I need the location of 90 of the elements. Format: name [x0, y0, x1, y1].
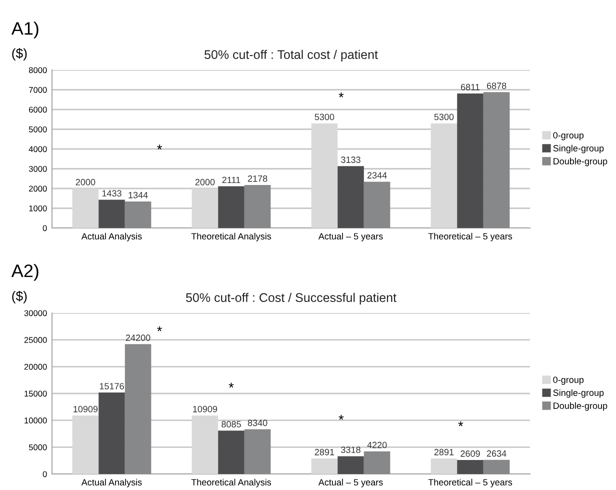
data-label: 6878 [486, 82, 506, 89]
y-tick-label: 7000 [29, 86, 47, 93]
y-tick-label: 30000 [24, 310, 47, 316]
bar [457, 93, 484, 228]
x-tick-label: Actual Analysis [81, 478, 142, 488]
bar [98, 200, 125, 228]
y-tick-label: 2000 [29, 186, 47, 192]
bar [430, 123, 458, 228]
bar [338, 166, 364, 228]
legend-label: Double-group [554, 402, 608, 411]
y-tick-label: 4000 [28, 146, 47, 152]
bar [430, 458, 458, 474]
x-tick-label: Actual Analysis [81, 232, 142, 242]
data-label: 2344 [367, 172, 387, 179]
annotation: * [157, 144, 162, 150]
data-label: 15176 [100, 382, 124, 390]
data-label: 2000 [76, 178, 96, 186]
y-tick-label: 5000 [28, 126, 47, 132]
x-tick-label: Theoretical Analysis [191, 478, 272, 488]
y-tick-label: 0 [42, 471, 47, 478]
bar [483, 460, 510, 474]
y-tick-label: 10000 [24, 418, 47, 424]
data-label: 2000 [195, 178, 215, 186]
bar [192, 188, 218, 228]
bar [311, 458, 338, 474]
x-tick-label: Actual – 5 years [318, 232, 383, 242]
chart-title: 50% cut-off : Cost / Successful patient [186, 292, 396, 304]
y-tick-label: 5000 [28, 444, 47, 450]
bar [244, 184, 271, 228]
annotation: * [338, 414, 344, 420]
legend-label: Single-group [553, 389, 604, 398]
annotation: * [157, 326, 162, 332]
data-label: 5300 [434, 114, 454, 120]
data-label: 1433 [102, 190, 122, 197]
legend-label: Double-group [554, 158, 608, 166]
y-tick-label: 1000 [29, 205, 47, 212]
text: A2) [11, 264, 38, 281]
legend-label: 0-group [553, 376, 584, 385]
bar [338, 456, 364, 474]
y-tick-label: 6000 [29, 106, 47, 113]
bar [364, 182, 390, 228]
data-label: 10909 [74, 406, 98, 412]
bar [364, 451, 390, 474]
data-label: 5300 [314, 114, 334, 120]
data-label: 8340 [248, 420, 268, 426]
y-axis-title: ($) [12, 48, 27, 61]
bar [218, 186, 244, 228]
data-label: 24200 [126, 334, 150, 341]
legend-label: Single-group [553, 144, 604, 154]
bar [457, 460, 484, 474]
y-tick-label: 20000 [24, 364, 47, 370]
x-tick-label: Actual – 5 years [318, 478, 383, 488]
x-tick-label: Theoretical – 5 years [428, 232, 512, 242]
data-label: 2634 [486, 450, 506, 457]
bar [192, 415, 218, 474]
y-tick-label: 15000 [24, 390, 47, 397]
x-tick-label: Theoretical – 5 years [428, 478, 512, 488]
chart-title: 50% cut-off : Total cost / patient [204, 50, 378, 62]
bar [72, 188, 99, 228]
data-label: 6811 [461, 84, 480, 90]
y-tick-label: 3000 [28, 166, 47, 172]
text: A1) [11, 22, 38, 38]
legend-label: 0-group [553, 132, 584, 140]
annotation: * [228, 382, 234, 388]
data-label: 3133 [341, 156, 360, 163]
data-label: 4220 [367, 442, 387, 448]
data-label: 1344 [128, 192, 148, 198]
data-label: 8085 [222, 421, 241, 428]
data-label: 2111 [222, 176, 240, 184]
data-label: 10909 [193, 406, 218, 412]
y-tick-label: 25000 [24, 337, 47, 343]
y-tick-label: 0 [42, 225, 47, 232]
bar [72, 415, 99, 474]
data-label: 2178 [248, 175, 268, 182]
y-tick-label: 8000 [28, 67, 47, 74]
data-label: 2609 [460, 450, 480, 457]
x-tick-label: Theoretical Analysis [191, 232, 272, 242]
bar [483, 92, 510, 228]
bar [311, 123, 338, 228]
y-axis-title: ($) [12, 290, 27, 304]
bar [98, 392, 125, 474]
bar [124, 201, 152, 228]
annotation: * [458, 421, 464, 426]
bar [244, 429, 271, 474]
data-label: 2891 [314, 448, 334, 456]
data-label: 2891 [434, 448, 454, 456]
bar [124, 344, 152, 474]
bar [218, 430, 244, 474]
data-label: 3318 [341, 446, 360, 454]
annotation: * [338, 92, 344, 98]
